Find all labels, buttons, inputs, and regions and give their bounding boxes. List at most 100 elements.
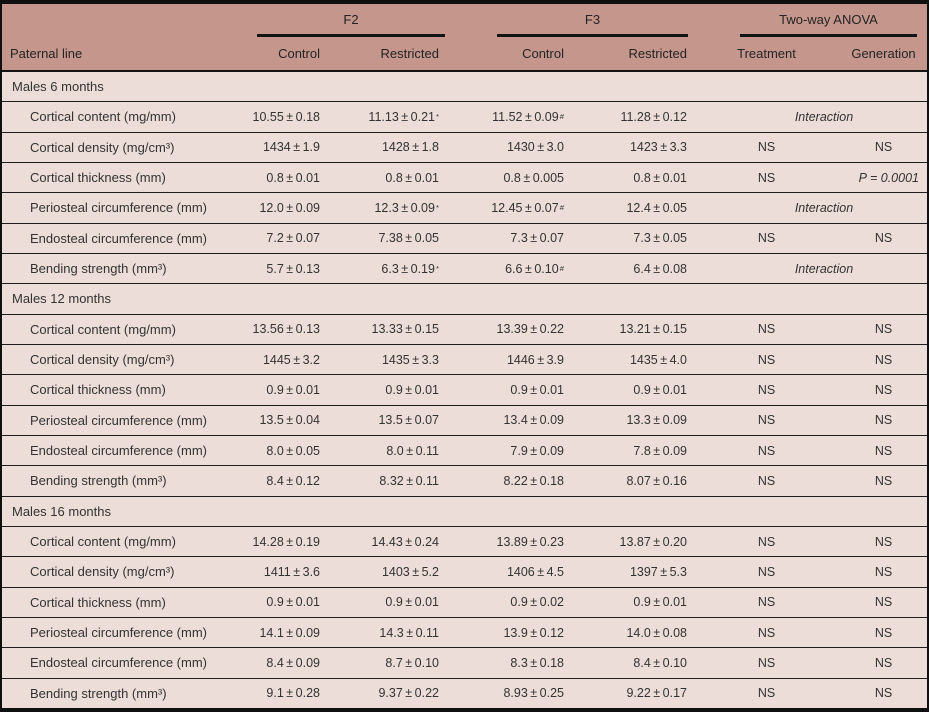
- value-f3-control: 13.39 ± 0.22: [448, 315, 572, 344]
- anova-generation: NS: [874, 595, 893, 610]
- value-text: 7.3 ± 0.05: [633, 231, 687, 246]
- value-text: 14.43 ± 0.24: [371, 534, 439, 549]
- value-text: 8.32 ± 0.11: [379, 473, 439, 488]
- value-f2-restricted: 0.8 ± 0.01: [330, 163, 448, 192]
- value-f2-control: 8.0 ± 0.05: [250, 436, 330, 465]
- row-label: Cortical density (mg/cm³): [30, 139, 175, 155]
- value-text: 0.9 ± 0.01: [385, 382, 439, 397]
- value-f2-restricted: 6.3 ± 0.19 *: [381, 261, 439, 276]
- value-f2-control: 9.1 ± 0.28: [250, 679, 330, 708]
- col-header-treatment: Treatment: [737, 46, 796, 61]
- value-text: 12.4 ± 0.05: [626, 200, 687, 215]
- group-label-f3: F3: [584, 11, 601, 27]
- table-row: Bending strength (mm³) 8.4 ± 0.12 8.32 ± 0…: [2, 465, 927, 495]
- section-title: Males 6 months: [12, 79, 104, 95]
- value-text: 1423 ± 3.3: [629, 140, 687, 155]
- group-header-row: F2 F3 Two-way ANOVA: [2, 4, 927, 37]
- anova-generation: NS: [874, 382, 893, 397]
- value-f3-control: 8.3 ± 0.18: [448, 648, 572, 677]
- table-row: Cortical density (mg/cm³) 1445 ± 3.2 1435 …: [2, 343, 927, 374]
- value-f2-control: 1445 ± 3.2: [250, 345, 330, 374]
- value-text: 13.87 ± 0.20: [619, 534, 687, 549]
- group-label-anova: Two-way ANOVA: [779, 11, 878, 27]
- value-f2-control: 13.5 ± 0.04: [250, 406, 330, 435]
- value-text: 7.3 ± 0.07: [510, 231, 564, 246]
- value-f3-restricted: 7.3 ± 0.05: [572, 224, 693, 253]
- header-spacer: [2, 4, 250, 37]
- value-f2-control: 12.0 ± 0.09: [250, 193, 330, 222]
- value-text: 9.22 ± 0.17: [626, 686, 687, 701]
- value-text: 12.45 ± 0.07: [491, 200, 559, 215]
- value-text: 0.9 ± 0.01: [633, 382, 687, 397]
- anova-treatment: NS: [757, 564, 776, 579]
- anova-treatment: NS: [757, 140, 776, 155]
- value-f3-restricted: 0.8 ± 0.01: [572, 163, 693, 192]
- value-f2-restricted: 14.43 ± 0.24: [330, 527, 448, 556]
- anova-treatment: NS: [757, 655, 776, 670]
- value-f3-control: 1406 ± 4.5: [448, 557, 572, 586]
- value-text: 9.1 ± 0.28: [266, 686, 320, 701]
- col-header-f2-restricted: Restricted: [380, 46, 439, 61]
- anova-generation: P = 0.0001: [858, 170, 919, 185]
- value-text: 1397 ± 5.3: [629, 564, 687, 579]
- table-row: Periosteal circumference (mm) 13.5 ± 0.04…: [2, 404, 927, 435]
- value-f2-control: 0.9 ± 0.01: [250, 375, 330, 404]
- value-text: 13.3 ± 0.09: [626, 413, 687, 428]
- value-text: 8.4 ± 0.12: [266, 473, 320, 488]
- value-text: 7.2 ± 0.07: [266, 231, 320, 246]
- value-f3-restricted: 8.4 ± 0.10: [572, 648, 693, 677]
- value-text: 8.4 ± 0.09: [266, 655, 320, 670]
- row-label: Cortical content (mg/mm): [30, 321, 176, 337]
- row-label: Cortical content (mg/mm): [30, 109, 176, 125]
- table-row: Periosteal circumference (mm) 14.1 ± 0.09…: [2, 616, 927, 647]
- value-text: 1446 ± 3.9: [506, 352, 564, 367]
- table-row: Bending strength (mm³) 9.1 ± 0.28 9.37 ± 0…: [2, 677, 927, 708]
- anova-treatment: NS: [757, 534, 776, 549]
- anova-generation: NS: [874, 625, 893, 640]
- value-f2-restricted: 13.5 ± 0.07: [330, 406, 448, 435]
- row-label: Bending strength (mm³): [30, 261, 167, 277]
- section-row: Males 6 months: [2, 72, 927, 101]
- value-text: 9.37 ± 0.22: [378, 686, 439, 701]
- value-text: 5.7 ± 0.13: [266, 261, 320, 276]
- group-header-inner: F2: [257, 4, 445, 37]
- value-text: 7.8 ± 0.09: [633, 443, 687, 458]
- row-label: Cortical density (mg/cm³): [30, 564, 175, 580]
- value-f2-restricted: 7.38 ± 0.05: [330, 224, 448, 253]
- value-f2-restricted: 14.3 ± 0.11: [330, 618, 448, 647]
- value-text: 13.5 ± 0.07: [378, 413, 439, 428]
- value-f3-control: 8.22 ± 0.18: [448, 466, 572, 495]
- value-text: 1406 ± 4.5: [506, 564, 564, 579]
- value-text: 13.56 ± 0.13: [252, 322, 320, 337]
- value-text: 7.9 ± 0.09: [510, 443, 564, 458]
- value-text: 13.89 ± 0.23: [496, 534, 564, 549]
- value-f2-control: 10.55 ± 0.18: [250, 102, 330, 131]
- value-f3-control: 11.52 ± 0.09 #: [492, 109, 564, 124]
- table-row: Bending strength (mm³) 5.7 ± 0.13 6.3 ± 0.…: [2, 252, 927, 283]
- group-header-f3: F3: [448, 4, 693, 37]
- row-label: Endosteal circumference (mm): [30, 443, 207, 459]
- table-row: Cortical thickness (mm) 0.9 ± 0.01 0.9 ± 0…: [2, 374, 927, 404]
- anova-generation: NS: [874, 564, 893, 579]
- anova-generation: NS: [874, 140, 893, 155]
- row-label: Endosteal circumference (mm): [30, 230, 207, 246]
- value-text: 14.1 ± 0.09: [259, 625, 320, 640]
- value-text: 0.9 ± 0.01: [510, 382, 564, 397]
- table-row: Endosteal circumference (mm) 8.0 ± 0.05 8.…: [2, 434, 927, 465]
- value-text: 6.4 ± 0.08: [633, 261, 687, 276]
- row-label: Periosteal circumference (mm): [30, 412, 207, 428]
- value-text: 13.4 ± 0.09: [503, 413, 564, 428]
- value-text: 8.4 ± 0.10: [633, 655, 687, 670]
- value-f3-restricted: 14.0 ± 0.08: [572, 618, 693, 647]
- value-text: 1430 ± 3.0: [506, 140, 564, 155]
- anova-interaction: Interaction: [794, 261, 854, 276]
- row-label: Periosteal circumference (mm): [30, 200, 207, 216]
- value-text: 0.8 ± 0.01: [385, 170, 439, 185]
- value-f2-restricted: 13.33 ± 0.15: [330, 315, 448, 344]
- value-f2-restricted: 1403 ± 5.2: [330, 557, 448, 586]
- value-f3-control: 1446 ± 3.9: [448, 345, 572, 374]
- anova-generation: NS: [874, 473, 893, 488]
- value-text: 13.33 ± 0.15: [371, 322, 439, 337]
- table-row: Cortical density (mg/cm³) 1434 ± 1.9 1428 …: [2, 131, 927, 162]
